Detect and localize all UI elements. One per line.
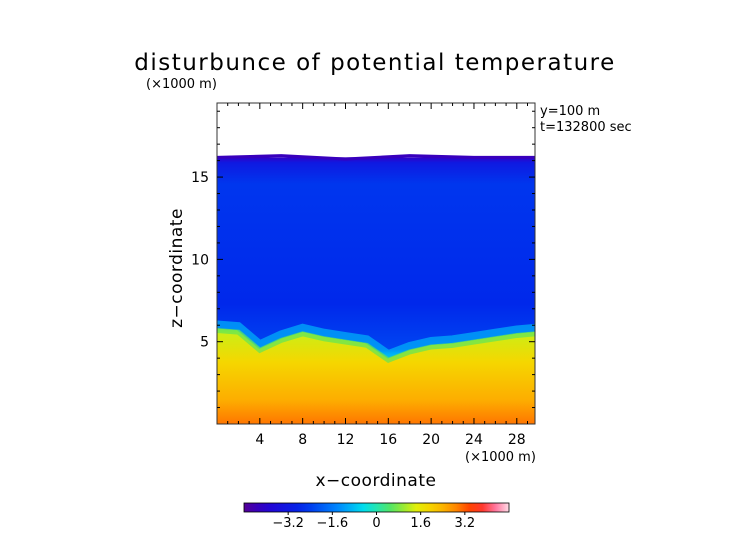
y-tick-label: 10: [191, 252, 209, 268]
x-axis-ticks: 4 8 12 16 20 24 28: [227, 103, 529, 448]
x-tick-label: 4: [255, 432, 264, 448]
y-axis-title: z−coordinate: [167, 208, 187, 328]
x-tick-label: 16: [379, 432, 397, 448]
x-tick-label: 12: [337, 432, 355, 448]
x-tick-label: 24: [465, 432, 483, 448]
colorbar-strip: [243, 502, 510, 513]
x-axis-title: x−coordinate: [316, 471, 437, 491]
colorbar-label: 0: [372, 516, 380, 531]
interface-band: [217, 320, 535, 359]
x-tick-label: 20: [422, 432, 440, 448]
x-tick-label: 28: [508, 432, 526, 448]
annotation-t: t=132800 sec: [540, 120, 632, 135]
x-tick-label: 8: [298, 432, 307, 448]
colorbar: −3.2 −1.6 0 1.6 3.2: [243, 502, 510, 531]
top-boundary: [217, 154, 535, 161]
colorbar-label: −3.2: [272, 516, 304, 531]
chart-title: disturbunce of potential temperature: [134, 50, 616, 76]
plot-frame: [216, 102, 536, 425]
interface-band: [217, 328, 535, 363]
annotation-y: y=100 m: [540, 104, 600, 119]
y-axis-ticks: 5 10 15: [191, 110, 535, 409]
plot-frame-border: [216, 102, 536, 425]
y-tick-label: 5: [200, 335, 209, 351]
y-tick-label: 15: [191, 170, 209, 186]
colorbar-label: −1.6: [317, 516, 349, 531]
y-unit-label: (×1000 m): [146, 77, 217, 92]
heatmap-field: [217, 154, 535, 424]
colorbar-label: 1.6: [410, 516, 431, 531]
colorbar-label: 3.2: [454, 516, 475, 531]
x-unit-label: (×1000 m): [465, 450, 536, 465]
warm-layer: [217, 328, 535, 424]
